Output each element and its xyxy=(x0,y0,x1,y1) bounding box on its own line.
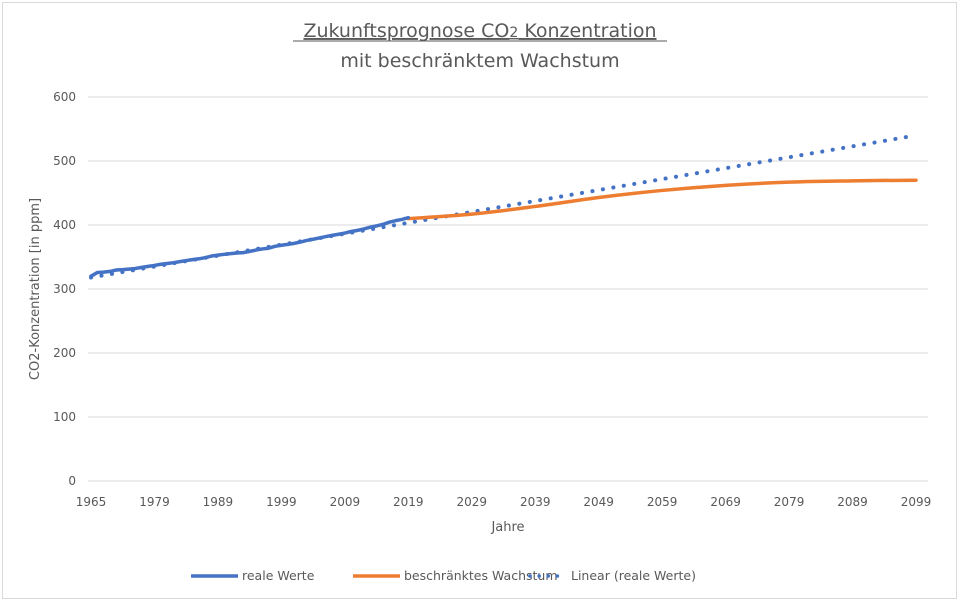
legend-item-linear-trend[interactable]: Linear (reale Werte) xyxy=(528,568,696,583)
x-tick-label: 2079 xyxy=(774,495,805,509)
series-group xyxy=(89,133,918,280)
legend-label-reale-werte: reale Werte xyxy=(242,568,315,583)
x-tick-label: 2049 xyxy=(583,495,614,509)
chart-title-part-2: Konzentration xyxy=(518,20,656,42)
y-tick-label: 600 xyxy=(53,90,76,104)
series-line-reale-werte xyxy=(89,215,411,278)
chart-subtitle: mit beschränktem Wachstum xyxy=(340,50,619,72)
x-tick-label: 1989 xyxy=(203,495,234,509)
x-tick-label: 2089 xyxy=(837,495,868,509)
chart-title-subscript: 2 xyxy=(509,25,518,41)
x-tick-label: 2009 xyxy=(330,495,361,509)
x-tick-label: 2039 xyxy=(520,495,551,509)
y-tick-label: 0 xyxy=(68,474,76,488)
chart-title-part-1: Zukunftsprognose CO xyxy=(303,20,509,42)
legend-label-beschraenktes-wachstum: beschränktes Wachstum xyxy=(404,568,558,583)
x-tick-label: 2019 xyxy=(393,495,424,509)
legend-item-beschraenktes-wachstum[interactable]: beschränktes Wachstum xyxy=(353,568,558,583)
x-axis-title: Jahre xyxy=(490,520,524,535)
y-tick-label: 400 xyxy=(53,218,76,232)
y-tick-label: 300 xyxy=(53,282,76,296)
y-tick-label: 100 xyxy=(53,410,76,424)
x-tick-label: 2099 xyxy=(901,495,932,509)
series-line-beschraenktes-wachstum xyxy=(406,178,918,221)
x-tick-label: 2059 xyxy=(647,495,678,509)
y-tick-label: 500 xyxy=(53,154,76,168)
x-tick-labels: 1965 1979 1989 1999 2009 2019 2029 2039 2049 2059… xyxy=(76,495,932,509)
x-tick-label: 1979 xyxy=(139,495,170,509)
y-tick-label: 200 xyxy=(53,346,76,360)
x-tick-label: 1999 xyxy=(266,495,297,509)
y-tick-labels: 0 100 200 300 400 500 600 xyxy=(53,90,76,488)
legend-item-reale-werte[interactable]: reale Werte xyxy=(191,568,315,583)
legend: reale Werte beschränktes Wachstum Linear… xyxy=(191,568,696,583)
x-tick-label: 2029 xyxy=(456,495,487,509)
x-tick-label: 1965 xyxy=(76,495,107,509)
gridlines xyxy=(88,96,928,482)
legend-label-linear-trend: Linear (reale Werte) xyxy=(571,568,696,583)
chart-title: Zukunftsprognose CO2 Konzentration xyxy=(303,20,656,42)
x-tick-label: 2069 xyxy=(710,495,741,509)
y-axis-title: CO2-Konzentration [in ppm] xyxy=(28,198,43,380)
